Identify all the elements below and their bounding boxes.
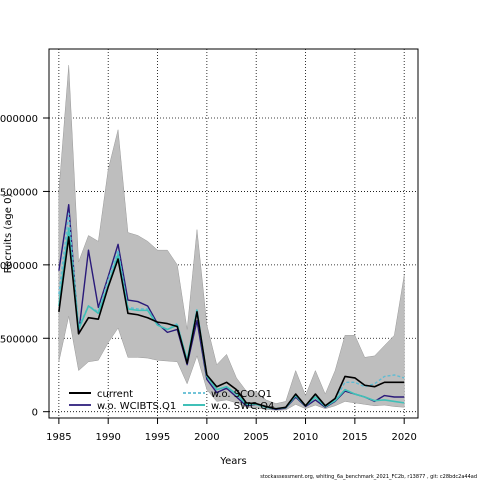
- series-line-w-o-wcibts-q1: [58, 203, 405, 411]
- x-tick-label: 2005: [243, 432, 268, 443]
- series-line-w-o-swc-q4: [58, 227, 405, 410]
- series-line-current: [58, 236, 405, 410]
- y-tick-label: 0: [32, 408, 38, 419]
- plot-frame: [48, 48, 419, 419]
- x-tick-label: 1995: [145, 432, 170, 443]
- y-tick-label: 500000: [0, 334, 38, 345]
- legend-label: w.o. SWC.Q4: [211, 401, 274, 412]
- x-tick-label: 2010: [293, 432, 318, 443]
- x-tick-label: 1990: [95, 432, 120, 443]
- series-line-w-o-sco-q1: [58, 212, 405, 410]
- y-tick-label: 2000000: [0, 114, 38, 125]
- y-tick-label: 1000000: [0, 261, 38, 272]
- y-axis-title: Recruits (age 0): [3, 194, 14, 274]
- confidence-band-layer: [58, 65, 405, 411]
- series-lines-layer: [58, 203, 405, 411]
- legend-label: w.o. WCIBTS.Q1: [97, 401, 176, 412]
- x-tick-label: 2015: [342, 432, 367, 443]
- x-tick-label: 2020: [391, 432, 416, 443]
- x-tick-label: 2000: [194, 432, 219, 443]
- legend-label: current: [97, 389, 133, 400]
- confidence-band: [58, 65, 405, 411]
- y-tick-label: 1500000: [0, 187, 38, 198]
- x-axis-title: Years: [219, 456, 246, 467]
- y-axis-ticks: 0 500000 1000000 1500000 2000000: [0, 114, 49, 419]
- footnote-text: stockassessment.org, whiting_6a_benchmar…: [260, 474, 477, 480]
- x-axis-ticks: 1985 1990 1995 2000 2005 2010 2015 2020: [46, 418, 417, 443]
- legend-label: w.o. SCO.Q1: [211, 389, 272, 400]
- x-tick-label: 1985: [46, 432, 71, 443]
